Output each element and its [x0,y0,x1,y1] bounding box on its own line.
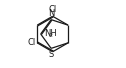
Text: N: N [48,9,54,18]
Text: 2: 2 [49,33,52,38]
Text: S: S [49,50,54,59]
Text: Cl: Cl [49,5,57,14]
Text: Cl: Cl [27,38,35,47]
Text: NH: NH [44,29,56,38]
